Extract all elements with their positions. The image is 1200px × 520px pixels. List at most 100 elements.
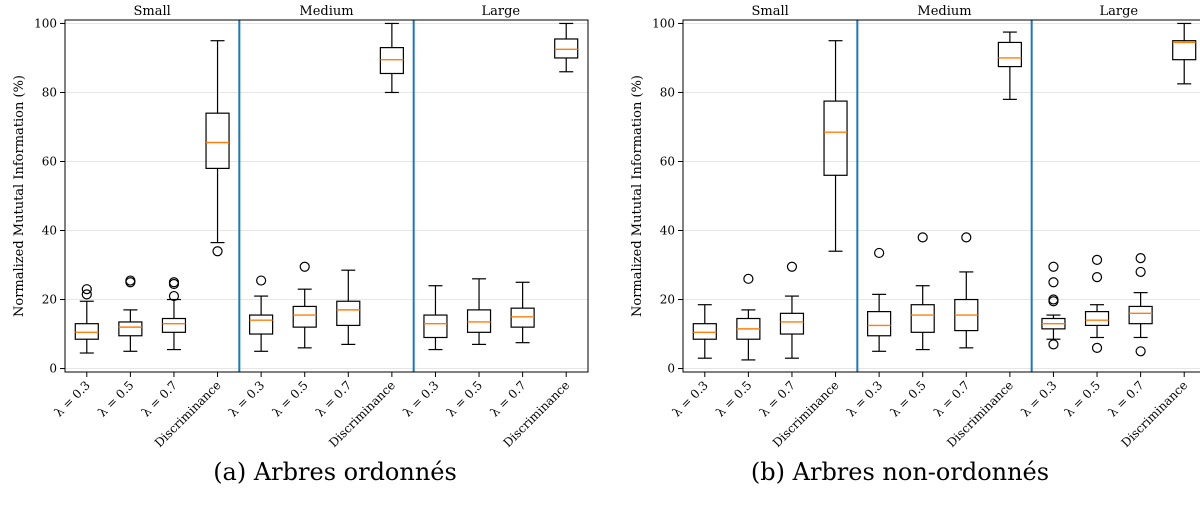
box-iqr <box>554 38 579 59</box>
x-tick-label: λ = 0.7 <box>931 378 972 419</box>
x-tick-label: λ = 0.7 <box>139 378 180 419</box>
box-9 <box>466 278 492 345</box>
y-tick-label: 0 <box>667 362 675 376</box>
box-iqr <box>1128 305 1153 325</box>
plot-frame <box>682 19 1200 373</box>
x-tick-label: λ = 0.5 <box>95 378 136 419</box>
x-tick-label: λ = 0.5 <box>444 378 485 419</box>
x-tick-label: λ = 0.5 <box>713 378 754 419</box>
box-iqr <box>910 304 935 333</box>
box-6 <box>954 232 979 349</box>
box-iqr <box>379 47 404 75</box>
x-tick-label: λ = 0.3 <box>400 378 441 419</box>
box-iqr <box>205 112 230 169</box>
y-tick-label: 40 <box>42 224 57 238</box>
box-iqr <box>1172 40 1197 61</box>
box-8 <box>1041 261 1066 350</box>
outlier-point <box>1135 266 1146 278</box>
group-label: Small <box>134 4 171 19</box>
y-axis-label: Normalized Mututal Information (%) <box>630 75 645 317</box>
chart-svg: 0 20 40 60 80 100 Normalized Mututal Informati… <box>12 4 1200 450</box>
y-tick-label: 80 <box>660 85 675 99</box>
box-iqr <box>1084 311 1110 327</box>
y-tick-label: 40 <box>660 224 675 238</box>
outlier-point <box>743 273 754 284</box>
chart-panel-1: 0 20 40 60 80 100 Normalized Mututal Informati… <box>630 4 1200 450</box>
box-0 <box>74 284 99 354</box>
outlier-point <box>1091 254 1103 265</box>
x-tick-label: λ = 0.7 <box>757 378 798 419</box>
outlier-point <box>1091 342 1103 353</box>
box-7 <box>997 31 1022 100</box>
x-tick-label: λ = 0.3 <box>52 378 93 419</box>
box-iqr <box>336 300 361 327</box>
box-0 <box>692 304 717 359</box>
outlier-point <box>256 275 267 286</box>
outlier-point <box>125 275 136 286</box>
x-tick-label: λ = 0.7 <box>487 378 528 419</box>
chart-panel-0: 0 20 40 60 80 100 Normalized Mututal Informati… <box>12 4 589 450</box>
y-tick-label: 60 <box>660 154 675 168</box>
group-label: Small <box>752 4 789 19</box>
outlier-point <box>1091 271 1103 283</box>
box-1 <box>118 275 143 352</box>
outlier-point <box>1135 253 1146 264</box>
box-4 <box>867 247 892 352</box>
x-tick-label: λ = 0.3 <box>670 378 711 419</box>
x-tick-label: λ = 0.3 <box>226 378 267 419</box>
caption-b: (b) Arbres non-ordonnés <box>750 458 1050 486</box>
box-iqr <box>997 41 1022 68</box>
x-tick-label: λ = 0.5 <box>888 378 929 419</box>
box-3 <box>823 40 848 252</box>
outlier-point <box>81 289 92 300</box>
box-iqr <box>118 321 143 337</box>
outlier-point <box>1048 339 1059 350</box>
box-10 <box>1128 253 1153 357</box>
x-tick-label: λ = 0.3 <box>844 378 885 419</box>
y-tick-label: 100 <box>652 16 675 30</box>
box-11 <box>1172 22 1197 85</box>
box-8 <box>423 285 448 351</box>
box-5 <box>910 232 935 351</box>
box-9 <box>1084 254 1110 353</box>
x-tick-label: λ = 0.5 <box>270 378 311 419</box>
plot-frame <box>64 19 589 373</box>
outlier-point <box>961 232 972 243</box>
group-label: Medium <box>299 4 353 19</box>
outlier-point <box>786 261 798 272</box>
box-iqr <box>466 309 492 333</box>
outlier-point <box>212 246 223 257</box>
box-iqr <box>423 314 448 339</box>
box-3 <box>205 40 230 257</box>
box-4 <box>249 275 274 352</box>
group-label: Medium <box>917 4 971 19</box>
box-2 <box>161 277 187 351</box>
outlier-point <box>917 232 928 243</box>
box-iqr <box>292 305 317 328</box>
group-label: Large <box>1100 4 1139 19</box>
box-iqr <box>161 317 187 333</box>
y-axis-label: Normalized Mututal Information (%) <box>12 75 27 317</box>
x-tick-label: λ = 0.7 <box>1105 378 1146 419</box>
outlier-point <box>168 277 180 288</box>
box-7 <box>379 22 404 94</box>
box-5 <box>292 261 317 349</box>
y-tick-label: 60 <box>42 154 57 168</box>
caption-a: (a) Arbres ordonnés <box>213 458 457 486</box>
box-iqr <box>823 100 848 176</box>
box-iqr <box>779 312 805 335</box>
box-2 <box>779 261 805 359</box>
box-iqr <box>867 311 892 337</box>
outlier-point <box>168 290 180 302</box>
box-11 <box>554 22 579 73</box>
y-tick-label: 0 <box>49 362 57 376</box>
outlier-point <box>1048 277 1059 288</box>
y-tick-label: 20 <box>660 293 675 307</box>
x-tick-label: λ = 0.7 <box>313 378 354 419</box>
box-iqr <box>692 323 717 340</box>
outlier-point <box>874 247 885 259</box>
x-tick-label: λ = 0.3 <box>1018 378 1059 419</box>
y-tick-label: 100 <box>34 16 57 30</box>
box-6 <box>336 269 361 345</box>
